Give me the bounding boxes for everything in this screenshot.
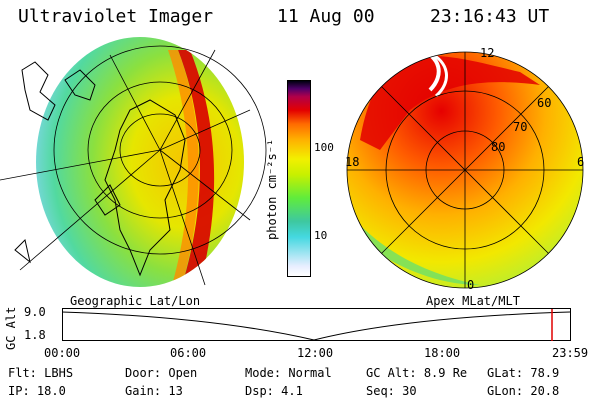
info-gain: Gain: 13 [125, 384, 183, 398]
info-gc-alt: GC Alt: 8.9 Re [366, 366, 468, 380]
orbit-altitude-plot [62, 308, 571, 341]
orbit-xtick-1800: 18:00 [424, 346, 461, 360]
instrument-title: Ultraviolet Imager [18, 6, 214, 27]
mlat-label-70: 70 [513, 120, 528, 134]
geographic-grid [0, 45, 267, 286]
date-label: 11 Aug 00 [277, 6, 375, 27]
info-mode: Mode: Normal [245, 366, 332, 380]
info-filter: Flt: LBHS [8, 366, 74, 380]
info-seq: Seq: 30 [366, 384, 417, 398]
time-label: 23:16:43 UT [430, 6, 550, 27]
mlat-mlt-grid [346, 51, 584, 289]
mlt-label-right: 6 [577, 155, 585, 169]
info-glon: GLon: 20.8 [487, 384, 560, 398]
orbit-ylabel: GC Alt [4, 306, 18, 350]
mlt-label-top: 12 [480, 46, 495, 60]
colorbar-unit-label: photon cm⁻²s⁻¹ [265, 138, 279, 240]
colorbar-tick-100: 100 [314, 141, 334, 154]
info-ip: IP: 18.0 [8, 384, 66, 398]
info-glat: GLat: 78.9 [487, 366, 560, 380]
color-scale-bar [287, 80, 311, 277]
left-panel-caption: Geographic Lat/Lon [70, 294, 201, 308]
auroral-oval-arc [178, 50, 215, 285]
auroral-images [0, 37, 584, 289]
orbit-ytick-max: 9.0 [24, 305, 46, 319]
left-auroral-image [0, 37, 267, 287]
mlt-label-left: 18 [345, 155, 360, 169]
orbit-xtick-2359: 23:59 [552, 346, 589, 360]
mlt-label-bottom: 0 [467, 278, 475, 292]
right-panel-caption: Apex MLat/MLT [426, 294, 520, 308]
mlat-label-60: 60 [537, 96, 552, 110]
orbit-altitude-curve [62, 311, 571, 341]
orbit-xtick-0000: 00:00 [44, 346, 81, 360]
info-door: Door: Open [125, 366, 198, 380]
coastlines [14, 61, 186, 277]
dayside-arc [360, 55, 540, 151]
right-auroral-image [346, 51, 584, 289]
info-dsp: Dsp: 4.1 [245, 384, 303, 398]
orbit-xtick-1200: 12:00 [297, 346, 334, 360]
orbit-xtick-0600: 06:00 [170, 346, 207, 360]
orbit-ytick-min: 1.8 [24, 328, 46, 342]
colorbar-tick-10: 10 [314, 229, 328, 242]
mlat-label-80: 80 [491, 140, 506, 154]
